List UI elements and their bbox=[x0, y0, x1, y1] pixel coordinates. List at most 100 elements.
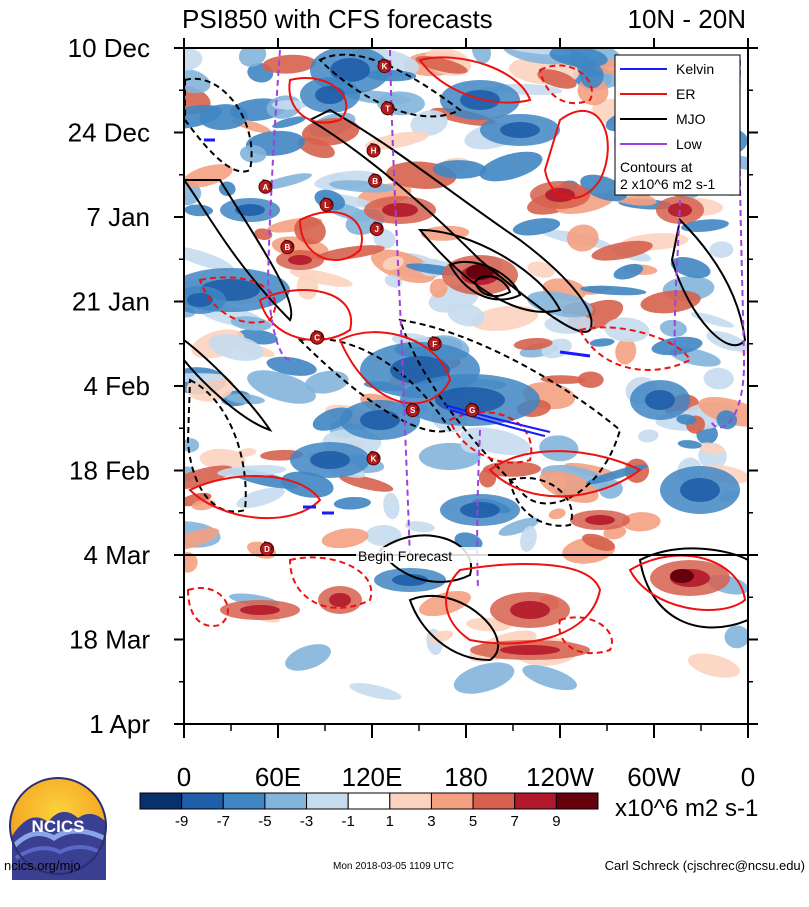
storm-marker: D bbox=[260, 541, 275, 556]
y-tick-label: 10 Dec bbox=[68, 33, 150, 63]
contour-line bbox=[448, 411, 533, 464]
colorbar-bin bbox=[222, 792, 266, 810]
colorbar-bin bbox=[181, 792, 224, 810]
anomaly-patch bbox=[208, 334, 264, 361]
contour-line bbox=[408, 594, 499, 662]
storm-marker: H bbox=[366, 143, 381, 158]
y-tick-label: 1 Apr bbox=[89, 709, 150, 739]
anomaly-patch bbox=[272, 116, 306, 129]
anomaly-patch bbox=[447, 302, 485, 327]
x-tick-label: 180 bbox=[444, 762, 487, 792]
anomaly-patch bbox=[289, 268, 353, 287]
anomaly-patch bbox=[235, 204, 265, 216]
colorbar-label: 1 bbox=[386, 813, 394, 830]
anomaly-patch bbox=[580, 285, 647, 296]
anomaly-patch bbox=[698, 442, 725, 455]
contour-line bbox=[186, 378, 247, 513]
anomaly-patch bbox=[479, 151, 543, 182]
anomaly-patch bbox=[321, 528, 369, 549]
storm-marker-label: L bbox=[324, 201, 329, 210]
anomaly-patch bbox=[199, 104, 248, 131]
contour-line bbox=[445, 563, 602, 645]
contour-line bbox=[488, 450, 642, 498]
storm-marker: B bbox=[368, 173, 383, 188]
storm-marker-label: A bbox=[263, 183, 269, 192]
x-tick-label: 60W bbox=[627, 762, 681, 792]
storm-marker-label: K bbox=[382, 62, 388, 71]
storm-marker-label: S bbox=[410, 406, 416, 415]
colorbar-label: -3 bbox=[300, 813, 313, 830]
anomaly-patch bbox=[345, 90, 412, 105]
anomaly-patch bbox=[239, 145, 267, 163]
anomaly-patch bbox=[670, 569, 694, 583]
contour-line bbox=[673, 199, 681, 361]
legend-box bbox=[614, 54, 741, 196]
contour-line bbox=[418, 56, 532, 104]
anomaly-patch bbox=[217, 465, 287, 478]
storm-marker: S bbox=[405, 402, 420, 418]
region-label: 10N - 20N bbox=[628, 4, 747, 34]
anomaly-patch bbox=[670, 257, 711, 279]
legend-label-mjo: MJO bbox=[676, 111, 706, 127]
anomaly-patch bbox=[296, 273, 319, 300]
colorbar-label: -1 bbox=[342, 813, 355, 830]
anomaly-patch bbox=[577, 371, 604, 388]
contour-line bbox=[297, 337, 452, 433]
anomaly-patch bbox=[184, 438, 200, 453]
anomaly-patch bbox=[184, 48, 203, 71]
storm-marker-label: F bbox=[432, 340, 437, 349]
x-tick-label: 0 bbox=[177, 762, 191, 792]
anomaly-patch bbox=[589, 338, 615, 347]
storm-marker-label: K bbox=[371, 454, 377, 463]
anomaly-patch bbox=[184, 164, 233, 188]
colorbar-bin bbox=[555, 792, 599, 810]
anomaly-patch bbox=[184, 492, 212, 507]
anomaly-patch bbox=[604, 317, 650, 343]
legend-label-er: ER bbox=[676, 86, 695, 102]
anomaly-patch bbox=[615, 338, 637, 365]
contour-line bbox=[184, 179, 293, 322]
anomaly-patch bbox=[549, 48, 608, 68]
contour-line bbox=[449, 409, 546, 437]
anomaly-patch bbox=[527, 261, 555, 278]
colorbar-bin bbox=[264, 792, 308, 810]
colorbar-label: -7 bbox=[217, 813, 230, 830]
anomaly-patch bbox=[187, 293, 213, 307]
colorbar-bin bbox=[347, 792, 391, 810]
anomaly-patch bbox=[370, 249, 436, 284]
anomaly-patch bbox=[591, 240, 653, 261]
anomaly-patch bbox=[236, 487, 285, 509]
ncics-logo: NCICS bbox=[9, 777, 107, 880]
contour-line bbox=[559, 350, 591, 358]
anomaly-patch bbox=[360, 410, 400, 430]
contour-line bbox=[258, 289, 353, 341]
colorbar-label: 5 bbox=[469, 813, 477, 830]
contour-line bbox=[389, 49, 411, 561]
anomaly-patch bbox=[428, 630, 454, 643]
anomaly-patch bbox=[392, 574, 428, 586]
y-tick-label: 4 Feb bbox=[84, 371, 151, 401]
logo-text: NCICS bbox=[32, 817, 85, 836]
contour-line bbox=[266, 49, 291, 361]
anomaly-patch bbox=[383, 492, 400, 520]
anomaly-patch bbox=[271, 100, 308, 110]
anomaly-patch bbox=[330, 58, 370, 82]
y-axis: 10 Dec 24 Dec 7 Jan 21 Jan 4 Feb 18 Feb 4 Mar 1… bbox=[68, 33, 758, 739]
anomaly-patch bbox=[454, 532, 483, 551]
colorbar-bin bbox=[306, 792, 349, 810]
anomaly-patch bbox=[453, 662, 515, 694]
anomaly-patch bbox=[240, 605, 280, 615]
contour-line bbox=[398, 318, 622, 505]
contour-line bbox=[558, 616, 613, 655]
contour-line bbox=[307, 108, 593, 333]
anomaly-patch bbox=[382, 256, 404, 271]
footer-timestamp: Mon 2018-03-05 1109 UTC bbox=[333, 861, 454, 872]
anomaly-patch bbox=[384, 274, 403, 288]
anomaly-patch bbox=[613, 263, 644, 280]
anomaly-patch bbox=[184, 246, 234, 271]
storm-marker-label: C bbox=[314, 334, 320, 343]
colorbar-label: 3 bbox=[427, 813, 435, 830]
anomaly-patch bbox=[304, 370, 349, 394]
storm-marker: J bbox=[369, 221, 384, 237]
x-tick-label: 120E bbox=[342, 762, 403, 792]
